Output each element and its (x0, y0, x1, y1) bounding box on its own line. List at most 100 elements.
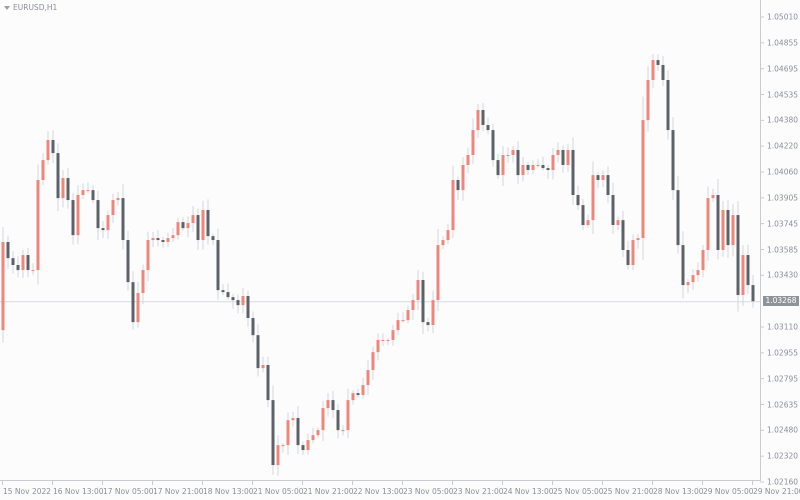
bull-candle (411, 300, 415, 311)
price-tick-label: 1.02955 (767, 348, 799, 358)
bull-candle (471, 130, 475, 156)
bear-candle (206, 210, 210, 237)
bull-candle (741, 255, 745, 296)
bull-candle (521, 164, 525, 176)
bull-candle (616, 220, 620, 226)
symbol-label[interactable]: EURUSD,H1 (4, 3, 57, 12)
bull-candle (376, 340, 380, 353)
bear-candle (621, 220, 625, 250)
time-tick-label: 29 Nov 21:00 (753, 487, 800, 496)
bear-candle (211, 236, 215, 241)
bear-candle (301, 445, 305, 451)
price-tick-label: 1.02635 (767, 400, 799, 409)
bull-candle (451, 179, 455, 231)
bull-candle (351, 393, 355, 401)
bull-candle (461, 164, 465, 191)
bull-candle (166, 238, 170, 242)
bear-candle (571, 149, 575, 196)
bull-candle (416, 280, 420, 301)
bear-candle (611, 195, 615, 226)
time-tick-label: 25 Nov 21:00 (603, 487, 654, 496)
bear-candle (196, 215, 200, 241)
time-tick-label: 15 Nov 2022 (3, 487, 52, 496)
bull-candle (631, 240, 635, 265)
bull-candle (466, 155, 470, 165)
price-tick-label: 1.02795 (767, 374, 799, 384)
bear-candle (606, 175, 610, 196)
bull-candle (326, 400, 330, 409)
bear-candle (661, 64, 665, 80)
bull-candle (41, 160, 45, 180)
price-tick-label: 1.02320 (767, 451, 799, 461)
bull-candle (391, 330, 395, 341)
bull-candle (36, 179, 40, 271)
time-tick-label: 18 Nov 13:00 (203, 487, 254, 496)
bull-candle (286, 420, 290, 446)
bull-candle (81, 190, 85, 196)
bull-candle (601, 175, 605, 180)
bull-candle (146, 240, 150, 271)
bear-candle (271, 400, 275, 466)
bull-candle (641, 120, 645, 239)
bull-candle (501, 155, 505, 176)
bull-candle (1, 241, 5, 331)
bull-candle (446, 230, 450, 241)
bear-candle (666, 79, 670, 131)
bull-candle (261, 365, 265, 369)
bull-candle (386, 340, 390, 342)
bull-candle (406, 310, 410, 321)
bear-candle (576, 195, 580, 206)
time-tick-label: 23 Nov 21:00 (453, 487, 504, 496)
bear-candle (66, 178, 70, 201)
bear-candle (16, 265, 20, 271)
bull-candle (106, 215, 110, 231)
bull-candle (31, 270, 35, 272)
dropdown-triangle-icon (4, 5, 10, 10)
bear-candle (496, 160, 500, 176)
bull-candle (551, 155, 555, 171)
bull-candle (341, 430, 345, 432)
bull-candle (731, 215, 735, 246)
bull-candle (321, 408, 325, 431)
bear-candle (656, 60, 660, 65)
bull-candle (111, 200, 115, 216)
bear-candle (161, 240, 165, 242)
bull-candle (691, 275, 695, 283)
bull-candle (701, 249, 705, 271)
bear-candle (246, 296, 250, 319)
bull-candle (636, 238, 640, 241)
bear-candle (11, 258, 15, 265)
bear-candle (421, 280, 425, 323)
bear-candle (156, 238, 160, 241)
time-tick-label: 24 Nov 13:00 (503, 487, 554, 496)
bull-candle (291, 418, 295, 421)
bull-candle (21, 255, 25, 271)
bear-candle (236, 300, 240, 306)
bear-candle (626, 249, 630, 265)
current-price-tag: 1.03268 (763, 296, 799, 307)
bear-candle (121, 198, 125, 241)
bull-candle (566, 149, 570, 165)
price-tick-label: 1.03585 (767, 245, 799, 254)
bear-candle (746, 255, 750, 286)
bear-candle (101, 228, 105, 231)
bear-candle (331, 400, 335, 411)
bear-candle (456, 179, 460, 191)
bull-candle (706, 198, 710, 250)
time-tick-label: 23 Nov 05:00 (403, 487, 454, 496)
bull-candle (86, 190, 90, 192)
bear-candle (251, 318, 255, 336)
bull-candle (441, 240, 445, 246)
bull-candle (346, 400, 350, 431)
bear-candle (596, 175, 600, 180)
bull-candle (361, 385, 365, 396)
bear-candle (546, 168, 550, 171)
bear-candle (256, 335, 260, 369)
bear-candle (91, 190, 95, 201)
bull-candle (686, 282, 690, 286)
bull-candle (711, 195, 715, 199)
bull-candle (591, 175, 595, 221)
bull-candle (306, 440, 310, 451)
bull-candle (646, 79, 650, 121)
bull-candle (241, 296, 245, 306)
